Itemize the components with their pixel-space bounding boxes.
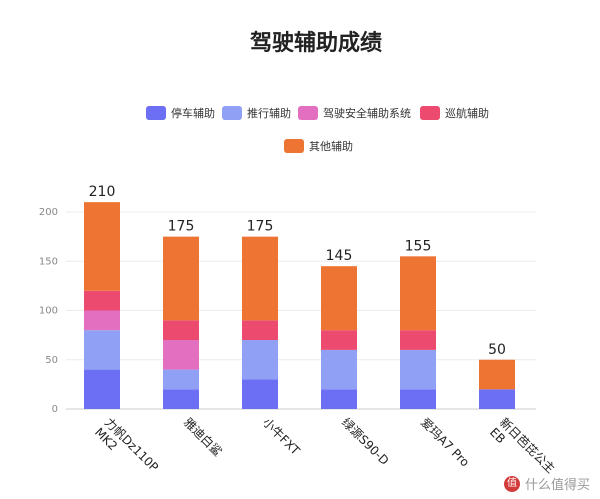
bar-segment[interactable] — [479, 359, 515, 390]
bar-segment[interactable] — [163, 369, 199, 390]
bar-segment[interactable] — [84, 330, 120, 370]
bar-total-label: 175 — [247, 219, 274, 235]
legend-swatch[interactable] — [284, 139, 304, 153]
chart-title: 驾驶辅助成绩 — [250, 30, 382, 56]
bar-total-label: 210 — [89, 184, 116, 200]
bar-total-label: 145 — [326, 248, 353, 264]
bar-segment[interactable] — [321, 349, 357, 390]
total-labels: 210 175 175 145 155 50 — [89, 184, 506, 358]
watermark-logo-icon: 值 — [503, 475, 520, 492]
x-tick-label-line: 绿源S90-D — [339, 415, 392, 468]
bar-segment[interactable] — [400, 330, 436, 350]
bar-segment[interactable] — [242, 379, 278, 409]
x-tick-label-line: 雅迪白鲨 — [181, 415, 226, 460]
bar-total-label: 175 — [168, 219, 195, 235]
x-tick-label: 爱玛A7 Pro — [418, 415, 472, 469]
bar-segment[interactable] — [84, 369, 120, 409]
y-tick-label: 100 — [39, 306, 58, 317]
x-tick-label-line: 小牛FXT — [260, 415, 304, 459]
bar-segment[interactable] — [163, 389, 199, 409]
x-tick-label-line: 新日芭芘公主 — [497, 415, 559, 477]
legend-label[interactable]: 其他辅助 — [309, 139, 353, 153]
x-axis: 力帆Dz110PMK2 雅迪白鲨 小牛FXT 绿源S90-D 爱玛A7 Pro 新日芭芘公… — [92, 415, 559, 485]
bar-segment[interactable] — [400, 389, 436, 409]
legend-label[interactable]: 巡航辅助 — [445, 106, 489, 120]
bar-segment[interactable] — [163, 340, 199, 370]
bar-segment[interactable] — [242, 320, 278, 341]
legend-swatch[interactable] — [298, 106, 318, 120]
bar-total-label: 50 — [488, 342, 506, 358]
legend-swatch[interactable] — [222, 106, 242, 120]
y-tick-label: 50 — [45, 355, 58, 366]
y-tick-label: 0 — [52, 404, 58, 415]
bar-segment[interactable] — [242, 236, 278, 321]
y-tick-label: 150 — [39, 256, 58, 267]
gridlines — [66, 211, 536, 410]
bars — [84, 202, 515, 409]
bar-segment[interactable] — [400, 349, 436, 390]
bar-segment[interactable] — [84, 202, 120, 291]
watermark: 值 什么值得买 — [503, 474, 590, 493]
x-tick-label: 小牛FXT — [260, 415, 304, 459]
legend-label[interactable]: 推行辅助 — [247, 106, 291, 120]
x-tick-label: 力帆Dz110PMK2 — [92, 415, 162, 485]
y-axis: 0 50 100 150 200 — [39, 207, 58, 415]
bar-segment[interactable] — [163, 236, 199, 321]
bar-segment[interactable] — [321, 330, 357, 350]
bar-segment[interactable] — [321, 266, 357, 331]
x-tick-label: 雅迪白鲨 — [181, 415, 226, 460]
legend-label[interactable]: 驾驶安全辅助系统 — [323, 106, 411, 120]
x-tick-label: 绿源S90-D — [339, 415, 392, 468]
bar-segment[interactable] — [321, 389, 357, 409]
bar-total-label: 155 — [405, 238, 432, 254]
bar-segment[interactable] — [242, 340, 278, 380]
bar-segment[interactable] — [479, 389, 515, 409]
watermark-text: 什么值得买 — [524, 478, 590, 493]
bar-segment[interactable] — [84, 290, 120, 311]
legend-swatch[interactable] — [420, 106, 440, 120]
legend-label[interactable]: 停车辅助 — [171, 106, 215, 120]
x-tick-label-line: 爱玛A7 Pro — [418, 415, 472, 469]
bar-segment[interactable] — [84, 310, 120, 331]
bar-segment[interactable] — [163, 320, 199, 341]
legend-swatch[interactable] — [146, 106, 166, 120]
y-tick-label: 200 — [39, 207, 58, 218]
bar-segment[interactable] — [400, 256, 436, 331]
